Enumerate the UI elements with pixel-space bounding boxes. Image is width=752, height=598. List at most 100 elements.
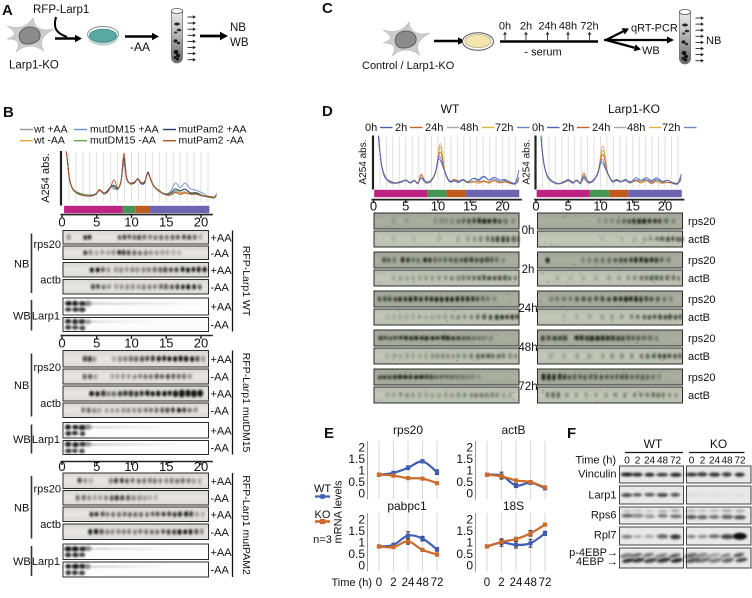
svg-text:24h: 24h xyxy=(518,303,537,315)
svg-text:pabpc1: pabpc1 xyxy=(387,499,427,513)
svg-text:0h: 0h xyxy=(522,225,535,237)
svg-text:48: 48 xyxy=(721,456,733,467)
svg-text:B: B xyxy=(3,104,14,121)
svg-text:24: 24 xyxy=(402,577,415,589)
svg-text:1: 1 xyxy=(358,464,365,478)
svg-text:actB: actB xyxy=(501,423,525,437)
svg-text:rps20: rps20 xyxy=(688,294,716,306)
svg-text:15: 15 xyxy=(159,336,173,351)
svg-text:Larp1: Larp1 xyxy=(588,490,616,502)
svg-text:Control / Larp1-KO: Control / Larp1-KO xyxy=(362,60,455,72)
svg-text:2h: 2h xyxy=(562,122,574,134)
svg-text:2: 2 xyxy=(358,513,365,527)
svg-text:n=3: n=3 xyxy=(313,534,332,546)
svg-text:NB: NB xyxy=(706,35,721,47)
svg-text:-AA: -AA xyxy=(211,320,230,332)
svg-text:1: 1 xyxy=(358,536,365,550)
svg-text:actB: actB xyxy=(688,312,710,324)
svg-text:2: 2 xyxy=(390,577,396,589)
svg-text:4EBP →: 4EBP → xyxy=(576,556,618,568)
svg-text:KO: KO xyxy=(710,437,727,451)
svg-text:0h: 0h xyxy=(532,122,544,134)
svg-text:0: 0 xyxy=(532,199,539,214)
svg-text:actB: actB xyxy=(688,234,710,246)
svg-text:20: 20 xyxy=(194,215,208,230)
svg-text:48: 48 xyxy=(524,577,537,589)
svg-text:0: 0 xyxy=(58,215,65,230)
svg-text:C: C xyxy=(322,0,333,17)
svg-text:1.5: 1.5 xyxy=(456,524,473,538)
svg-text:48h: 48h xyxy=(559,21,577,33)
svg-text:actb: actb xyxy=(40,398,61,410)
svg-text:Time (h): Time (h) xyxy=(331,577,372,589)
svg-text:WB: WB xyxy=(230,37,249,49)
svg-text:F: F xyxy=(567,425,576,442)
svg-text:1.5: 1.5 xyxy=(456,452,473,466)
svg-text:24: 24 xyxy=(644,456,656,467)
svg-text:48h: 48h xyxy=(518,342,537,354)
svg-text:24: 24 xyxy=(709,456,721,467)
svg-text:+AA: +AA xyxy=(211,302,233,314)
svg-text:Larp1: Larp1 xyxy=(32,556,60,568)
svg-text:+AA: +AA xyxy=(211,425,233,437)
svg-text:RFP-Larp1: RFP-Larp1 xyxy=(33,4,89,16)
svg-text:15: 15 xyxy=(159,459,173,474)
svg-text:10: 10 xyxy=(124,215,138,230)
svg-text:mutPam2 -AA: mutPam2 -AA xyxy=(179,135,244,147)
svg-text:-AA: -AA xyxy=(211,282,230,294)
svg-text:actb: actb xyxy=(40,519,61,531)
svg-text:1.5: 1.5 xyxy=(348,524,365,538)
svg-text:A254 abs.: A254 abs. xyxy=(522,139,533,184)
svg-text:15: 15 xyxy=(626,199,640,214)
svg-text:2: 2 xyxy=(635,456,641,467)
svg-text:0: 0 xyxy=(358,559,365,573)
svg-text:rps20: rps20 xyxy=(33,362,61,374)
svg-text:A254 abs.: A254 abs. xyxy=(40,153,52,203)
svg-text:72: 72 xyxy=(670,456,682,467)
svg-text:+AA: +AA xyxy=(211,476,233,488)
svg-text:+AA: +AA xyxy=(211,232,233,244)
svg-text:2h: 2h xyxy=(395,122,407,134)
svg-text:10: 10 xyxy=(124,336,138,351)
svg-text:mRNA levels: mRNA levels xyxy=(333,480,345,543)
svg-text:+AA: +AA xyxy=(211,389,233,401)
svg-text:48h: 48h xyxy=(460,122,478,134)
svg-text:NB: NB xyxy=(14,380,29,392)
svg-text:0: 0 xyxy=(358,487,365,501)
svg-text:Rpl7: Rpl7 xyxy=(594,530,617,542)
svg-text:72: 72 xyxy=(734,456,746,467)
svg-text:rps20: rps20 xyxy=(688,216,716,228)
svg-text:5: 5 xyxy=(93,336,100,351)
svg-text:RFP-Larp1 mutDM15: RFP-Larp1 mutDM15 xyxy=(240,353,252,453)
svg-text:18S: 18S xyxy=(503,499,524,513)
svg-text:0: 0 xyxy=(466,559,473,573)
svg-text:actB: actB xyxy=(688,351,710,363)
svg-text:2: 2 xyxy=(700,456,706,467)
svg-text:WB: WB xyxy=(642,45,660,57)
svg-text:qRT-PCR: qRT-PCR xyxy=(631,23,678,35)
svg-text:p-4EBP→: p-4EBP→ xyxy=(569,547,618,559)
svg-text:72h: 72h xyxy=(580,21,598,33)
svg-text:20: 20 xyxy=(194,459,208,474)
svg-text:5: 5 xyxy=(93,459,100,474)
svg-text:0h: 0h xyxy=(499,21,511,33)
svg-text:-AA: -AA xyxy=(211,565,230,577)
svg-text:72: 72 xyxy=(539,577,552,589)
svg-text:mutDM15 +AA: mutDM15 +AA xyxy=(90,124,159,136)
svg-text:WB: WB xyxy=(13,556,31,568)
svg-text:0: 0 xyxy=(58,459,65,474)
svg-text:0: 0 xyxy=(370,199,377,214)
svg-text:72h: 72h xyxy=(518,381,537,393)
svg-text:WB: WB xyxy=(13,310,31,322)
svg-text:Larp1-KO: Larp1-KO xyxy=(608,102,660,116)
svg-text:72h: 72h xyxy=(495,122,513,134)
svg-text:WT: WT xyxy=(644,437,663,451)
svg-text:10: 10 xyxy=(431,199,445,214)
svg-text:0h: 0h xyxy=(365,122,377,134)
svg-text:+AA: +AA xyxy=(211,354,233,366)
svg-text:15: 15 xyxy=(463,199,477,214)
svg-text:48: 48 xyxy=(416,577,429,589)
svg-text:mutDM15 -AA: mutDM15 -AA xyxy=(90,135,156,147)
svg-text:RFP-Larp1 WT: RFP-Larp1 WT xyxy=(240,246,252,317)
svg-text:Larp1-KO: Larp1-KO xyxy=(9,60,59,72)
